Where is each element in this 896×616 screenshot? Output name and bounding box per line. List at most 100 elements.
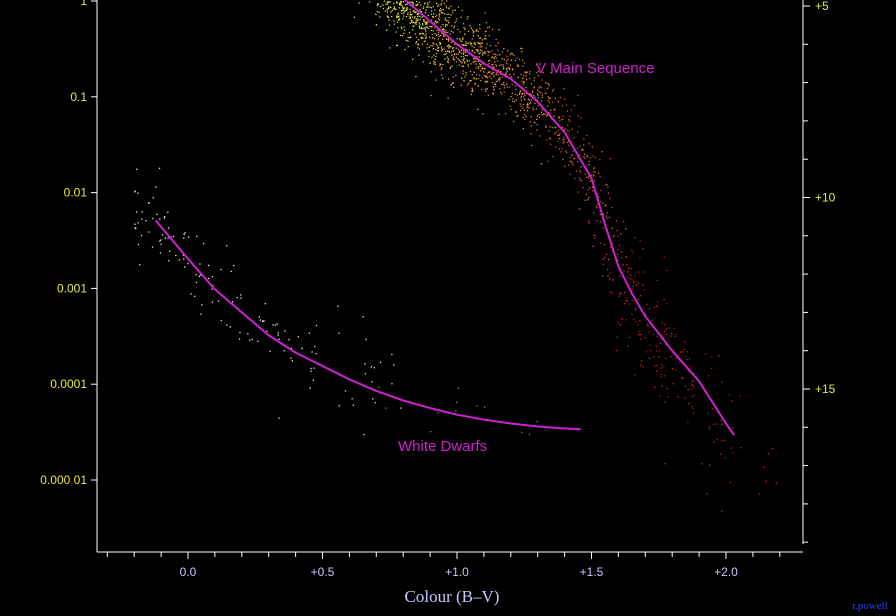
white-dwarf-point — [167, 237, 169, 239]
star-point — [513, 73, 515, 76]
star-point — [519, 90, 521, 92]
star-point — [409, 17, 411, 20]
star-point — [642, 248, 644, 250]
star-point — [661, 385, 663, 387]
star-point — [441, 50, 443, 52]
star-point — [637, 282, 639, 284]
star-point — [437, 18, 440, 20]
star-point — [533, 79, 535, 81]
star-point — [497, 69, 499, 71]
star-point — [585, 193, 587, 195]
star-point — [548, 101, 550, 103]
star-point — [461, 65, 463, 67]
white-dwarf-point — [365, 338, 367, 341]
credit-text: r.powell — [852, 600, 888, 612]
star-point — [631, 313, 633, 316]
star-point — [475, 67, 477, 69]
white-dwarf-point — [156, 213, 158, 216]
star-point — [459, 50, 461, 52]
star-point — [455, 53, 457, 55]
star-point — [640, 338, 642, 340]
star-point — [566, 110, 568, 112]
star-point — [422, 24, 424, 26]
star-point — [446, 13, 448, 16]
star-point — [525, 87, 527, 89]
white-dwarf-point — [159, 240, 161, 242]
star-point — [576, 147, 579, 149]
star-point — [663, 256, 665, 258]
star-point — [491, 56, 493, 59]
star-point — [425, 23, 427, 25]
star-point — [403, 7, 405, 9]
star-point — [552, 156, 554, 158]
star-point — [583, 138, 585, 140]
star-point — [625, 299, 627, 301]
star-point — [518, 65, 520, 67]
star-point — [660, 376, 662, 378]
star-point — [473, 78, 475, 80]
star-point — [440, 46, 442, 48]
star-point — [467, 63, 469, 65]
star-point — [503, 87, 505, 89]
star-point — [482, 52, 484, 54]
star-point — [446, 45, 448, 47]
star-point — [487, 94, 489, 96]
star-point — [479, 27, 481, 30]
star-point — [655, 350, 657, 352]
white-dwarf-point — [278, 417, 280, 419]
white-dwarf-point — [226, 324, 228, 326]
right-tick-label: +5 — [815, 0, 829, 13]
star-point — [449, 33, 451, 35]
star-point — [580, 117, 582, 119]
star-point — [684, 341, 686, 343]
white-dwarf-point — [257, 340, 259, 342]
star-point — [529, 93, 531, 95]
star-point — [478, 63, 481, 65]
star-point — [728, 394, 731, 396]
star-point — [540, 163, 542, 165]
star-point — [507, 50, 509, 52]
star-point — [730, 447, 733, 449]
star-point — [460, 16, 462, 18]
star-point — [500, 71, 502, 73]
star-point — [419, 48, 421, 50]
star-point — [640, 333, 642, 336]
star-point — [405, 39, 407, 42]
star-point — [452, 50, 454, 52]
star-point — [691, 405, 693, 408]
star-point — [577, 94, 579, 97]
star-point — [390, 6, 392, 8]
star-point — [438, 31, 440, 33]
star-point — [720, 419, 722, 421]
trend-curves — [154, 0, 735, 436]
star-point — [624, 291, 626, 293]
white-dwarf-point — [373, 367, 375, 369]
star-point — [412, 21, 414, 23]
star-point — [423, 41, 425, 43]
white-dwarf-point — [152, 197, 154, 199]
star-point — [597, 203, 599, 205]
star-point — [404, 29, 406, 31]
star-point — [607, 268, 609, 270]
star-point — [485, 81, 487, 83]
white-dwarf-point — [211, 288, 213, 290]
star-point — [410, 36, 412, 38]
star-point — [675, 369, 677, 371]
star-point — [708, 464, 711, 466]
star-point — [626, 297, 628, 299]
white-dwarf-point — [338, 405, 340, 407]
star-point — [426, 6, 428, 8]
star-point — [460, 40, 462, 42]
star-point — [429, 25, 431, 27]
star-point — [558, 117, 560, 119]
star-point — [594, 171, 596, 173]
star-point — [434, 33, 436, 35]
star-point — [462, 52, 464, 54]
star-point — [437, 29, 440, 31]
white-dwarf-point — [314, 345, 316, 348]
star-point — [479, 24, 481, 26]
star-point — [430, 26, 432, 28]
star-point — [508, 98, 510, 100]
star-point — [393, 23, 395, 25]
star-point — [612, 236, 614, 238]
